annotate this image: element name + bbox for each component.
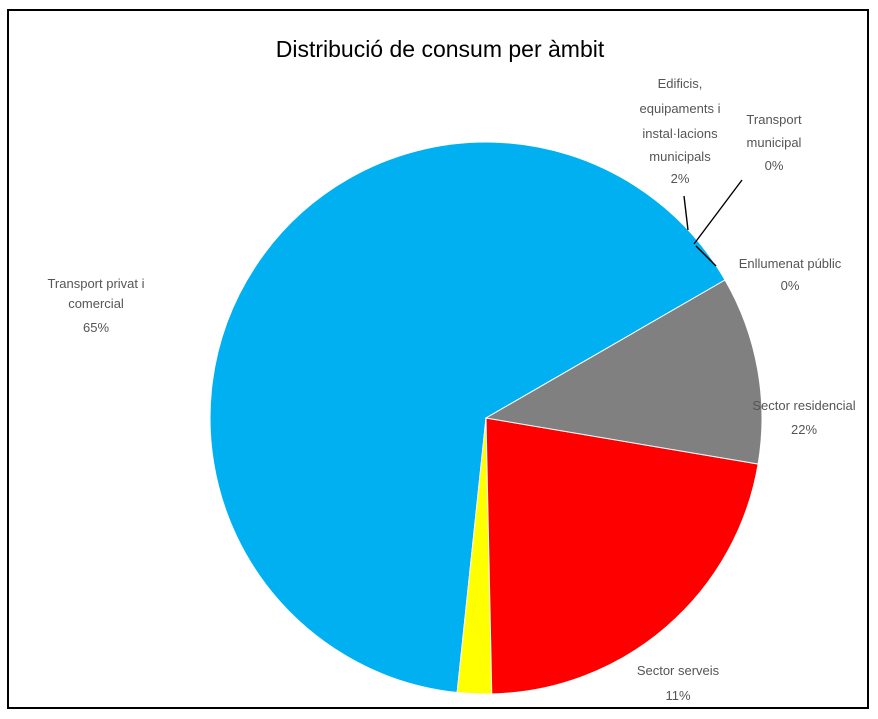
leader-line-2 [683, 195, 689, 231]
slice-label-1: Transport privat i comercial 65% [47, 276, 144, 335]
slice-label-4: Enllumenat públic 0% [739, 256, 842, 293]
slice-label-text: equipaments i [640, 101, 721, 116]
slice-label-text: Transport privat i [47, 276, 144, 291]
slice-percent-label: 11% [665, 688, 690, 703]
slice-percent-label: 22% [791, 422, 817, 437]
slice-label-6: Sector serveis 11% [637, 663, 720, 703]
slice-label-2: Edificis, equipaments i instal·lacions muni… [640, 76, 721, 186]
slice-label-text: municipal [747, 135, 802, 150]
chart-title: Distribució de consum per àmbit [275, 36, 605, 62]
slice-percent-label: 2% [671, 171, 690, 186]
slice-label-text: Enllumenat públic [739, 256, 842, 271]
slice-label-text: municipals [649, 149, 711, 164]
slice-label-text: Edificis, [658, 76, 703, 91]
pie-slice-1 [209, 141, 726, 694]
slice-percent-label: 0% [781, 278, 800, 293]
slice-label-text: Sector serveis [637, 663, 720, 678]
slice-label-text: instal·lacions [642, 126, 718, 141]
slice-label-text: comercial [68, 296, 124, 311]
slice-percent-label: 0% [765, 158, 784, 173]
slice-label-text: Transport [746, 112, 802, 127]
pie-slice-6 [484, 279, 763, 465]
slice-label-5: Sector residencial 22% [752, 398, 855, 437]
leader-line-4 [695, 245, 717, 267]
slice-label-text: Sector residencial [752, 398, 855, 413]
slice-label-3: Transport municipal 0% [746, 112, 802, 173]
leader-line-3 [693, 179, 743, 245]
slice-percent-label: 65% [83, 320, 109, 335]
pie-slice-5 [485, 417, 759, 695]
